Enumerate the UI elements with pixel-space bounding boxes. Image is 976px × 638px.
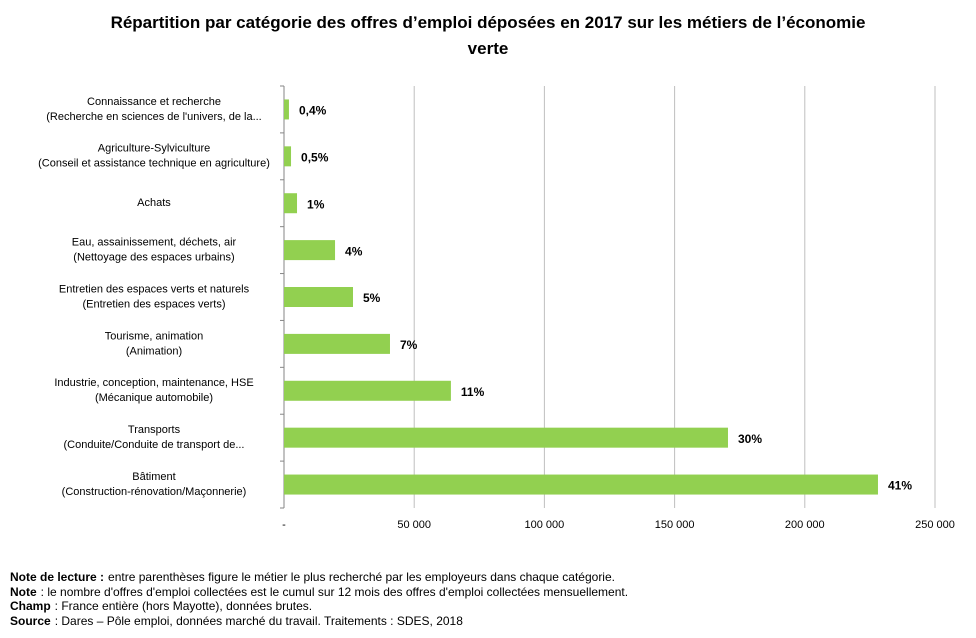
y-tick-label: Achats (137, 197, 171, 209)
x-tick-label: 50 000 (397, 519, 431, 531)
value-label: 0,5% (301, 151, 329, 165)
y-tick-label: Eau, assainissement, déchets, air (72, 237, 237, 249)
y-tick-label: Entretien des espaces verts et naturels (59, 283, 250, 295)
note-text: : le nombre d'offres d'emploi collectées… (40, 584, 629, 599)
value-label: 7% (400, 338, 418, 352)
bar (284, 427, 728, 448)
note: Champ: France entière (hors Mayotte), do… (10, 599, 628, 614)
note-text: : Dares – Pôle emploi, données marché du… (54, 613, 463, 628)
chart: - 50 000 100 000 150 000 200 000 250 000 Conna… (38, 85, 955, 531)
note: Note: le nombre d'offres d'emploi collec… (10, 585, 628, 600)
y-tick-label: (Nettoyage des espaces urbains) (73, 252, 234, 264)
note-text: : France entière (hors Mayotte), données… (54, 599, 313, 613)
value-label: 30% (738, 432, 762, 446)
y-tick-label: Connaissance et recherche (87, 96, 221, 108)
x-tick-label: - (282, 519, 286, 531)
x-tick-label: 100 000 (525, 519, 565, 531)
y-tick-label: (Recherche en sciences de l'univers, de … (46, 111, 262, 123)
bar (284, 146, 292, 167)
bar (284, 380, 451, 401)
y-tick-label: Tourisme, animation (105, 330, 203, 342)
value-label: 4% (345, 244, 363, 258)
y-tick-label: (Conseil et assistance technique en agri… (38, 158, 270, 170)
value-label: 11% (461, 385, 485, 399)
x-tick-label: 200 000 (785, 519, 825, 531)
y-tick-label: (Construction-rénovation/Maçonnerie) (62, 486, 247, 498)
note: Note de lecture : entre parenthèses figur… (10, 570, 628, 585)
bar (284, 193, 298, 214)
note-label: Note (10, 584, 37, 599)
y-tick-label: Industrie, conception, maintenance, HSE (54, 377, 253, 389)
bar (284, 240, 336, 261)
x-tick-label: 150 000 (655, 519, 695, 531)
y-tick-label: Agriculture-Sylviculture (98, 143, 210, 155)
bar (284, 333, 390, 354)
y-tick-label: Transports (128, 424, 181, 436)
note-label: Champ (10, 599, 51, 613)
note: Source: Dares – Pôle emploi, données mar… (10, 614, 628, 629)
chart-title: Répartition par catégorie des offres d’e… (110, 13, 866, 58)
bar (284, 99, 289, 120)
value-label: 1% (307, 197, 325, 211)
note-label: Note de lecture : (10, 570, 105, 584)
value-label: 41% (888, 479, 912, 493)
note-text: entre parenthèses figure le métier le pl… (108, 570, 615, 584)
note-label: Source (10, 613, 51, 628)
notes: Note de lecture : entre parenthèses figur… (10, 570, 628, 628)
bar (284, 474, 878, 495)
y-tick-label: (Entretien des espaces verts) (82, 298, 225, 310)
value-label: 5% (363, 291, 381, 305)
y-tick-label: (Animation) (126, 345, 182, 357)
y-tick-label: (Mécanique automobile) (95, 392, 213, 404)
x-tick-label: 250 000 (915, 519, 955, 531)
bar (284, 287, 354, 307)
y-tick-label: (Conduite/Conduite de transport de... (63, 439, 244, 451)
value-label: 0,4% (299, 104, 327, 118)
y-tick-label: Bâtiment (132, 471, 175, 483)
